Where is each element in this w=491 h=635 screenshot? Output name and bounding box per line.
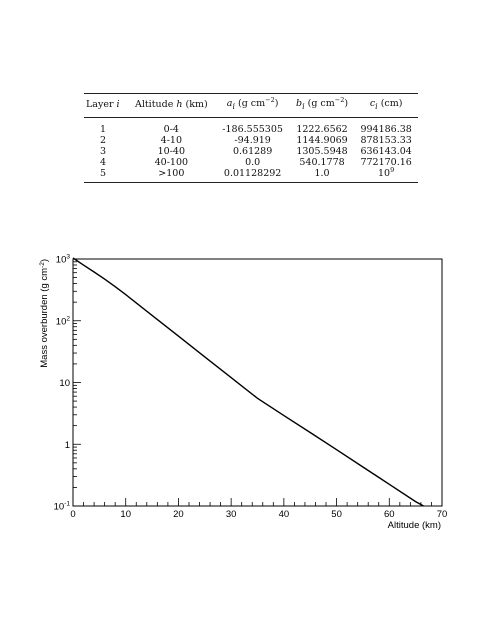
- col-header-a: ai (g cm−2): [226, 96, 279, 111]
- cell-b: 1144.9069: [296, 134, 348, 146]
- cell-b: 540.1778: [299, 156, 345, 168]
- col-header-altitude: Altitude h (km): [134, 98, 208, 110]
- cell-layer: 4: [100, 156, 107, 168]
- plot-frame: [72, 258, 443, 507]
- table-row: 5 >100 0.01128292 1.0 109: [84, 165, 418, 183]
- x-tick-label: 30: [226, 509, 237, 520]
- y-tick-label: 102: [56, 315, 71, 327]
- cell-b: 1.0: [314, 167, 330, 179]
- y-axis-ticks: [73, 258, 81, 507]
- cell-c: 636143.04: [360, 145, 412, 157]
- cell-altitude: 4-10: [160, 134, 182, 146]
- cell-altitude: 0-4: [163, 123, 179, 135]
- x-tick-label: 60: [384, 509, 395, 520]
- cell-layer: 1: [100, 123, 107, 135]
- cell-c: 878153.33: [360, 134, 412, 146]
- table-row: 1 0-4 -186.555305 1222.6562 994186.38: [84, 117, 418, 135]
- table-row: 3 10-40 0.61289 1305.5948 636143.04: [84, 146, 418, 157]
- x-axis-ticks: [72, 498, 443, 506]
- cell-c: 772170.16: [360, 156, 412, 168]
- col-header-c: ci (cm): [369, 98, 403, 111]
- layer-parameter-table: Layer i Altitude h (km) ai (g cm−2) bi (…: [84, 93, 418, 183]
- cell-c: 994186.38: [360, 123, 412, 135]
- y-tick-label: 103: [56, 254, 71, 266]
- cell-a: 0.0: [245, 156, 261, 168]
- cell-c: 109: [378, 165, 395, 179]
- cell-layer: 5: [100, 167, 107, 179]
- table-row: 2 4-10 -94.919 1144.9069 878153.33: [84, 135, 418, 146]
- x-axis-tick-labels: 0 10 20 30 40 50 60 70: [70, 509, 447, 520]
- cell-a: 0.61289: [232, 145, 273, 157]
- cell-layer: 2: [100, 134, 107, 146]
- y-tick-label: 10-1: [54, 501, 71, 513]
- y-tick-label: 1: [65, 440, 70, 451]
- x-tick-label: 0: [70, 509, 75, 520]
- cell-b: 1222.6562: [296, 123, 348, 135]
- cell-altitude: 10-40: [157, 145, 186, 157]
- x-tick-label: 70: [437, 509, 448, 520]
- cell-altitude: >100: [158, 167, 185, 179]
- x-tick-label: 40: [279, 509, 290, 520]
- cell-b: 1305.5948: [296, 145, 348, 157]
- x-tick-label: 10: [120, 509, 131, 520]
- cell-a: -186.555305: [222, 123, 283, 135]
- cell-altitude: 40-100: [154, 156, 189, 168]
- cell-a: -94.919: [234, 134, 271, 146]
- series-line: [72, 257, 424, 507]
- y-tick-label: 10: [59, 378, 70, 389]
- table-header-row: Layer i Altitude h (km) ai (g cm−2) bi (…: [84, 94, 418, 118]
- col-header-layer: Layer i: [86, 98, 120, 110]
- cell-a: 0.01128292: [223, 167, 282, 179]
- table-row: 4 40-100 0.0 540.1778 772170.16: [84, 157, 418, 168]
- x-axis-label: Altitude (km): [388, 520, 441, 531]
- cell-layer: 3: [100, 145, 107, 157]
- y-axis-label: Mass overburden (g cm-2): [39, 259, 50, 368]
- x-tick-label: 50: [331, 509, 342, 520]
- col-header-b: bi (g cm−2): [295, 96, 349, 111]
- x-tick-label: 20: [173, 509, 184, 520]
